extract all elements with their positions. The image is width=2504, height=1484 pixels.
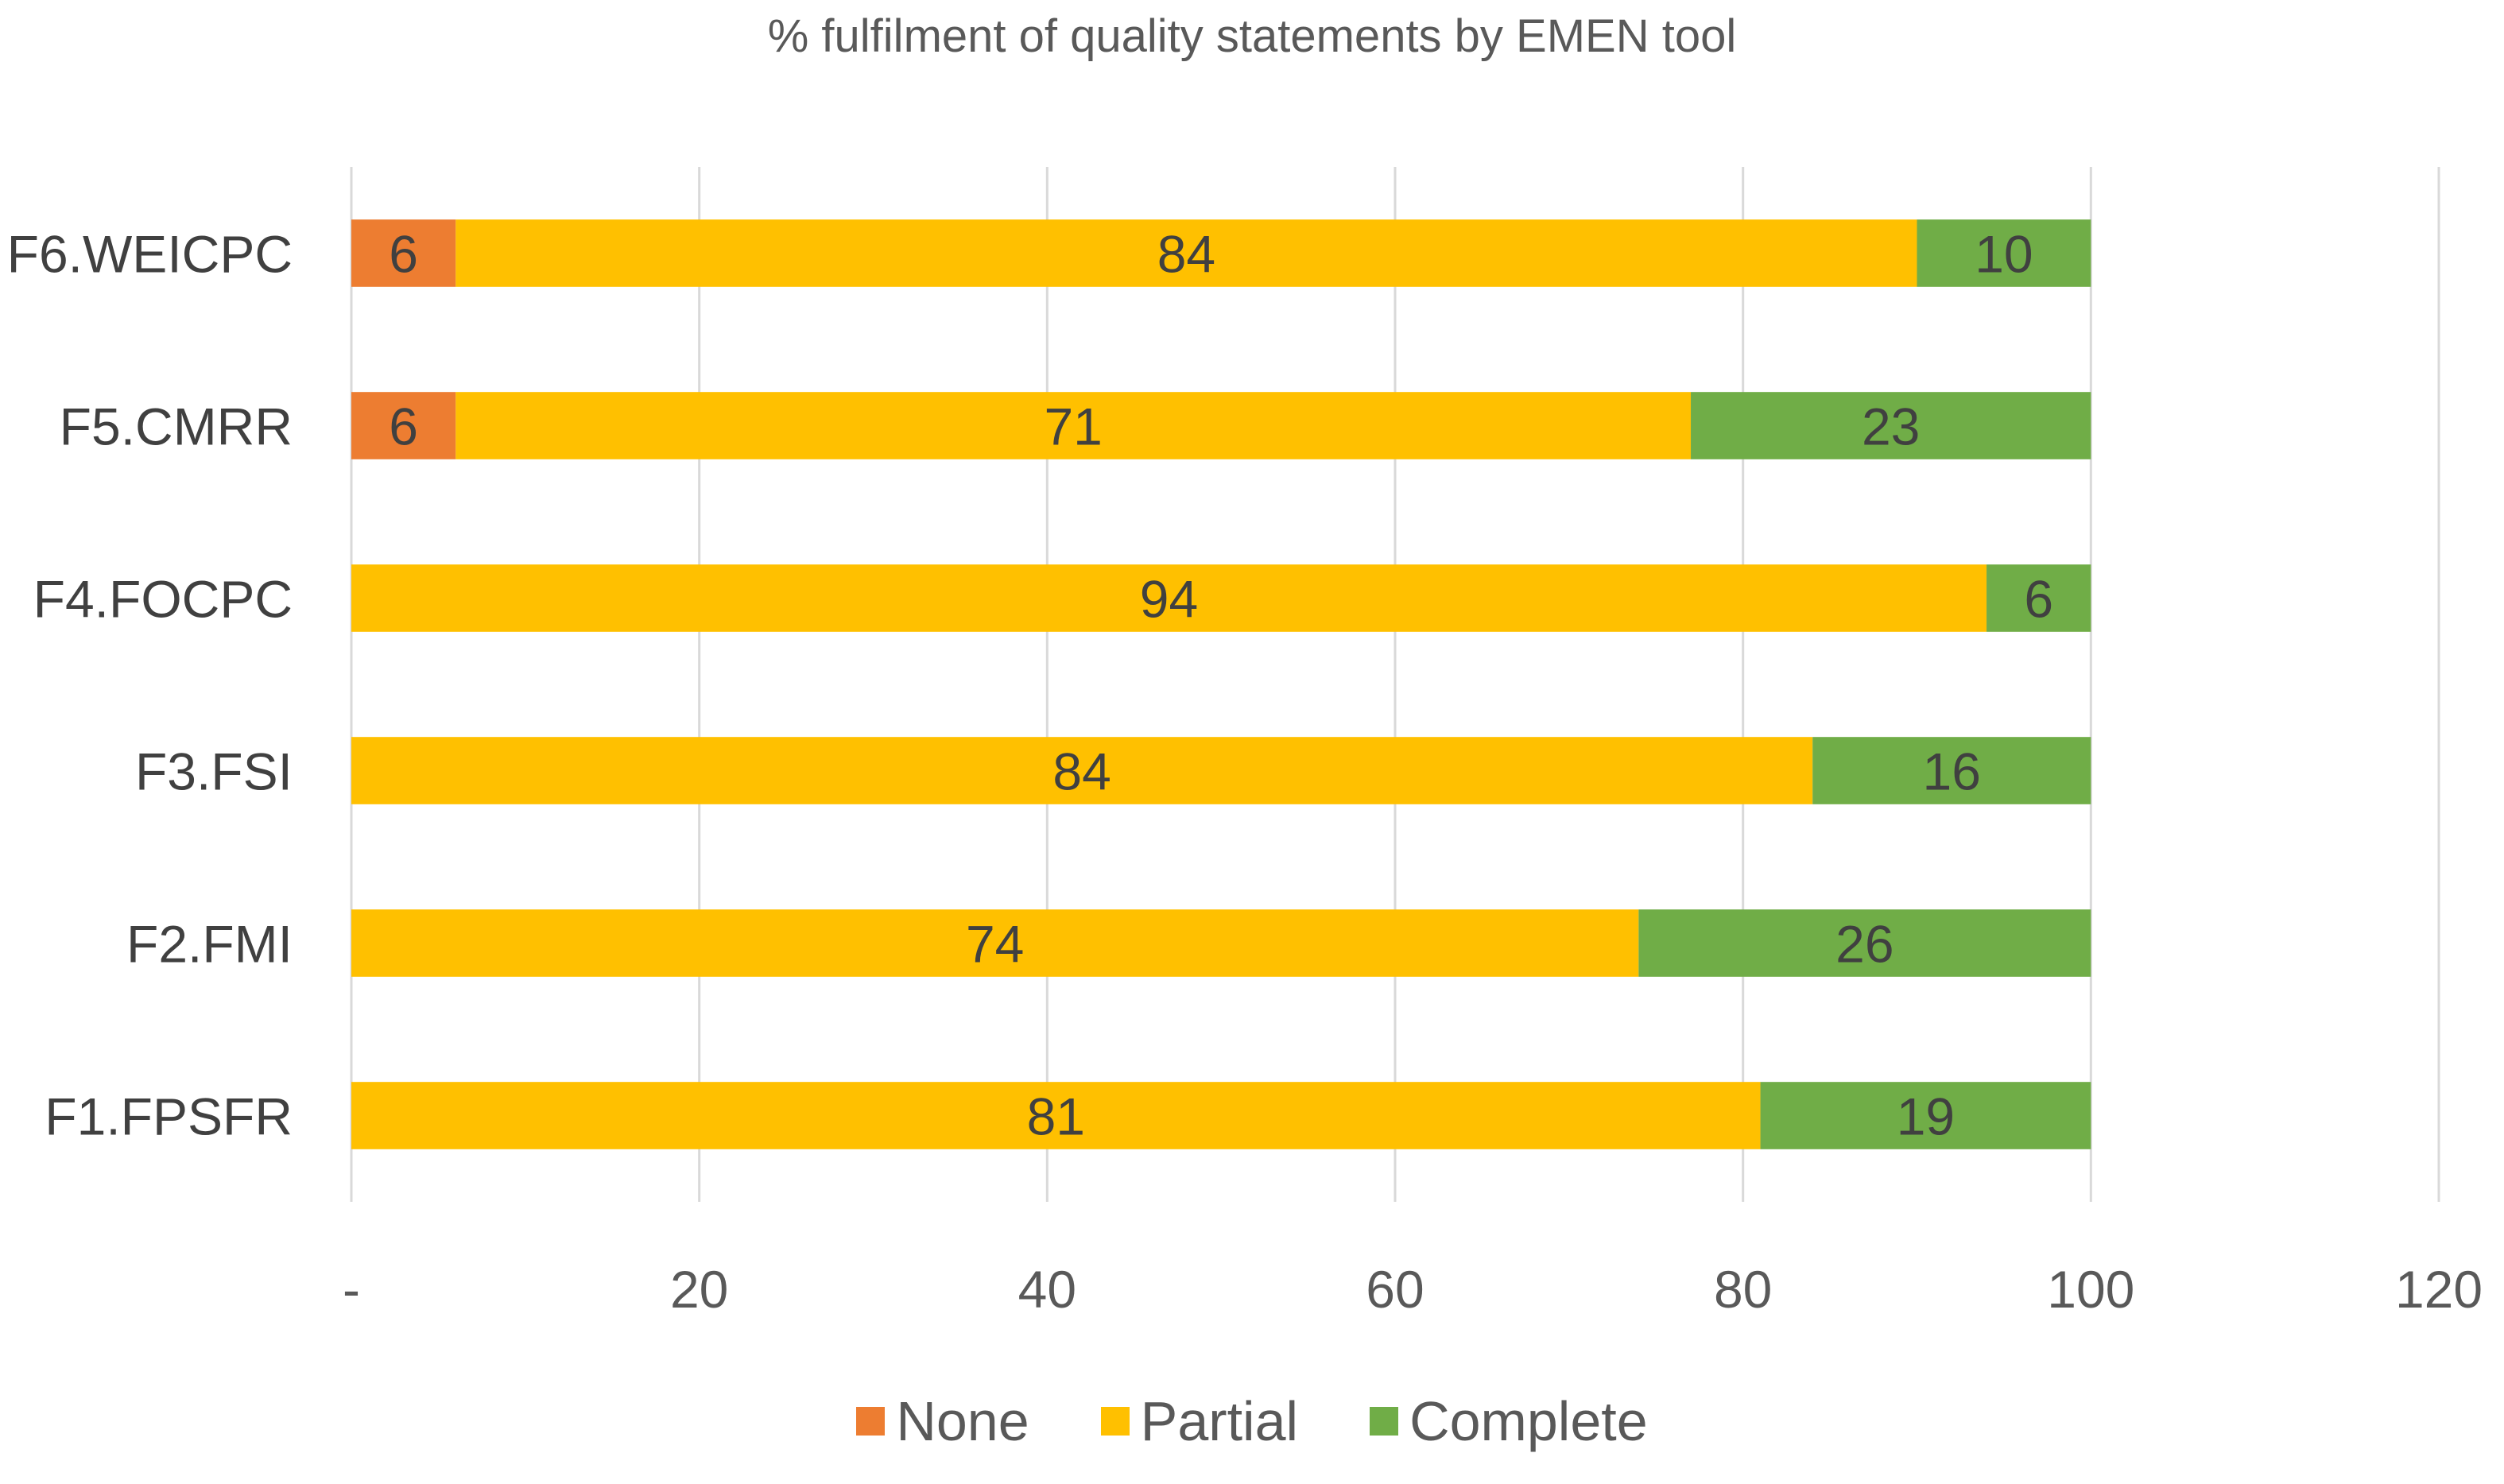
bar-segment <box>1987 564 2091 632</box>
bar-segment <box>455 219 1917 287</box>
x-tick-label: 120 <box>2395 1260 2483 1319</box>
x-tick-label: - <box>343 1260 360 1319</box>
data-label: 16 <box>1923 742 1981 801</box>
data-label: 71 <box>1044 397 1102 456</box>
y-category-label: F4.FOCPC <box>33 570 293 629</box>
data-label: 94 <box>1140 570 1198 629</box>
bar-segment <box>351 1082 1761 1149</box>
y-category-label: F2.FMI <box>126 915 293 974</box>
legend-item: Partial <box>1100 1389 1299 1453</box>
legend-swatch <box>856 1407 886 1436</box>
legend-swatch <box>1100 1407 1130 1436</box>
legend-item: None <box>856 1389 1029 1453</box>
bar-segment <box>1638 909 2091 977</box>
data-label: 84 <box>1157 225 1215 284</box>
data-label: 6 <box>389 397 418 456</box>
x-tick-label: 80 <box>1714 1260 1772 1319</box>
bar-segment <box>351 909 1639 977</box>
bar-segment <box>351 219 456 287</box>
bar-segment <box>1812 737 2091 804</box>
bar-segment <box>351 392 456 459</box>
y-category-label: F5.CMRR <box>60 397 293 456</box>
y-category-label: F3.FSI <box>135 742 293 801</box>
legend-item: Complete <box>1370 1389 1648 1453</box>
x-tick-label: 100 <box>2047 1260 2134 1319</box>
bar-segment <box>1760 1082 2091 1149</box>
y-category-label: F1.FPSFR <box>45 1087 293 1146</box>
bar-segment <box>455 392 1692 459</box>
legend: None Partial Complete <box>0 1389 2504 1453</box>
bar-segment <box>351 737 1813 804</box>
data-label: 19 <box>1897 1087 1955 1146</box>
y-category-label: F6.WEICPC <box>7 225 293 284</box>
x-tick-label: 60 <box>1366 1260 1424 1319</box>
data-label: 6 <box>389 225 418 284</box>
x-tick-label: 20 <box>670 1260 728 1319</box>
legend-label: Complete <box>1409 1390 1648 1452</box>
data-label: 6 <box>2024 570 2053 629</box>
bar-segment <box>351 564 1987 632</box>
data-label: 81 <box>1027 1087 1085 1146</box>
x-tick-label: 40 <box>1018 1260 1076 1319</box>
legend-swatch <box>1370 1407 1399 1436</box>
legend-label: None <box>896 1390 1029 1452</box>
data-label: 23 <box>1862 397 1920 456</box>
bar-segment <box>1917 219 2091 287</box>
bar-segment <box>1691 392 2091 459</box>
legend-label: Partial <box>1140 1390 1299 1452</box>
chart-title: % fulfilment of quality statements by EM… <box>767 10 1737 62</box>
data-label: 26 <box>1835 915 1894 974</box>
data-label: 10 <box>1975 225 2033 284</box>
data-label: 74 <box>966 915 1024 974</box>
data-label: 84 <box>1052 742 1111 801</box>
